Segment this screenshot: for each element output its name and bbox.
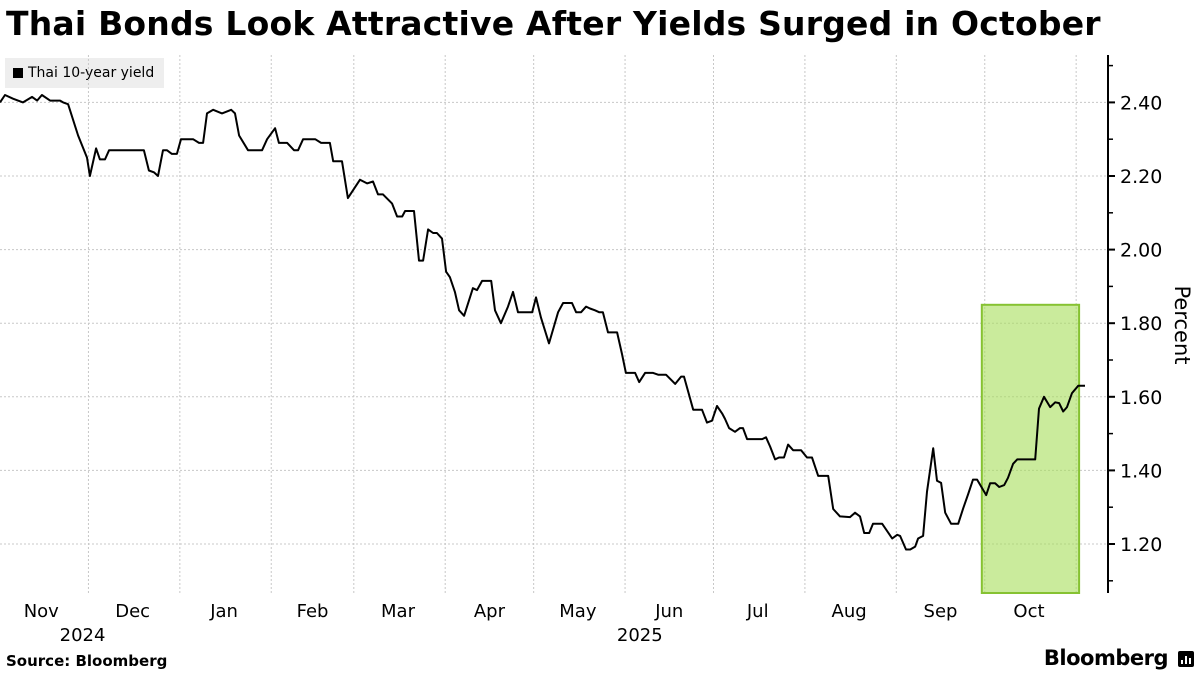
brand-logo: Bloomberg	[1043, 646, 1169, 670]
x-tick-label: Jun	[654, 601, 683, 622]
legend-swatch	[13, 68, 23, 78]
x-year-label: 2025	[617, 625, 663, 646]
x-tick-label: Apr	[474, 601, 506, 622]
highlight-box	[980, 303, 1081, 594]
chart-title: Thai Bonds Look Attractive After Yields …	[6, 4, 1101, 43]
y-tick-label: 1.60	[1120, 387, 1162, 409]
legend: Thai 10-year yield	[5, 58, 165, 88]
y-axis-label: Percent	[1170, 285, 1194, 364]
y-tick-label: 1.40	[1120, 460, 1162, 482]
y-tick-label: 2.20	[1120, 166, 1162, 188]
x-tick-label: Jul	[746, 601, 769, 622]
series-line	[0, 94, 1085, 551]
y-tick-label: 1.80	[1120, 313, 1162, 335]
y-tick-label: 2.40	[1120, 92, 1162, 114]
y-tick-label: 2.00	[1120, 240, 1162, 262]
x-tick-label: Aug	[832, 601, 867, 622]
y-tick-label: 1.20	[1120, 534, 1162, 556]
legend-label: Thai 10-year yield	[28, 65, 155, 81]
x-tick-label: Jan	[209, 601, 238, 622]
bloomberg-terminal-icon	[1178, 651, 1194, 667]
x-tick-label: Dec	[115, 601, 150, 622]
x-tick-label: May	[559, 601, 597, 622]
source-note: Source: Bloomberg	[6, 652, 168, 670]
x-tick-label: Feb	[297, 601, 329, 622]
x-tick-label: Mar	[381, 601, 416, 622]
x-year-label: 2024	[60, 625, 106, 646]
x-tick-label: Oct	[1013, 601, 1044, 622]
x-tick-label: Sep	[924, 601, 958, 622]
x-tick-label: Nov	[24, 601, 59, 622]
